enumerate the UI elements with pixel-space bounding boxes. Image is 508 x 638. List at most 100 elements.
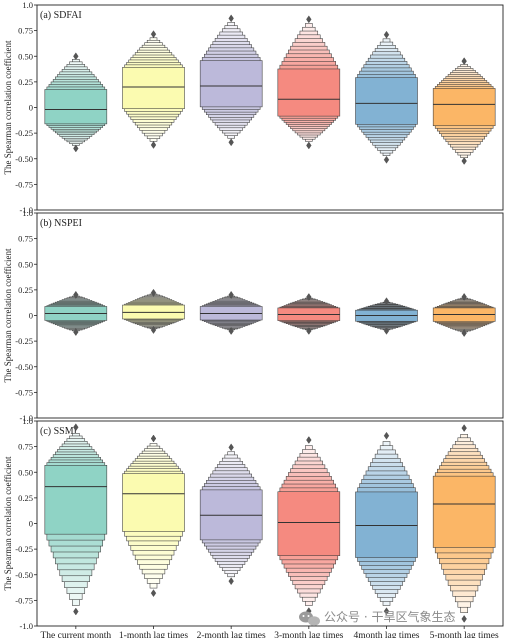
letter-value-box: [277, 68, 341, 117]
outlier-marker: [383, 607, 390, 616]
outlier-marker: [228, 14, 234, 23]
letter-value-series: [122, 434, 185, 598]
letter-value-series: [122, 288, 185, 334]
outlier-marker: [461, 292, 467, 301]
outlier-marker: [73, 144, 79, 153]
y-tick-label: -0.50: [15, 362, 33, 372]
y-axis-label: The Spearman correlation coefficient: [3, 456, 13, 591]
x-tick-label: 1-month lag times: [119, 631, 188, 638]
outlier-marker: [383, 297, 390, 306]
letter-value-series: [44, 52, 108, 153]
y-axis-label: The Spearman correlation coefficient: [3, 248, 13, 383]
letter-value-series: [277, 293, 341, 335]
outlier-marker: [461, 57, 467, 66]
letter-value-series: [199, 443, 263, 586]
y-tick-label: -0.50: [15, 570, 33, 580]
y-tick-label: 1.0: [22, 208, 33, 218]
outlier-marker: [150, 326, 157, 334]
letter-value-series: [44, 423, 108, 616]
letter-value-box: [44, 89, 108, 125]
letter-value-box: [432, 88, 496, 127]
outlier-marker: [150, 141, 157, 149]
y-tick-label: 0.25: [18, 77, 33, 87]
y-tick-label: 0.25: [18, 493, 33, 503]
outlier-marker: [461, 157, 467, 165]
letter-value-box: [199, 60, 263, 108]
y-tick-label: -0.75: [15, 387, 33, 397]
outlier-marker: [150, 589, 157, 598]
y-tick-label: -0.50: [15, 154, 33, 164]
outlier-marker: [383, 155, 390, 164]
panel-label: (a) SDFAI: [40, 10, 82, 21]
x-tick-label: The current month: [40, 631, 111, 638]
letter-value-series: [122, 30, 185, 149]
outlier-marker: [228, 290, 234, 299]
panel-label: (c) SSMI: [40, 426, 77, 437]
outlier-marker: [461, 424, 467, 433]
letter-value-series: [432, 424, 496, 623]
outlier-marker: [228, 443, 234, 452]
letter-value-series: [432, 292, 496, 338]
y-tick-label: -1.0: [20, 205, 33, 215]
outlier-marker: [461, 329, 467, 338]
outlier-marker: [306, 327, 312, 335]
letter-value-box: [355, 491, 418, 558]
x-tick-label: 3-month lag times: [274, 631, 343, 638]
letter-value-series: [199, 14, 263, 147]
y-tick-label: -0.75: [15, 595, 33, 605]
wechat-icon: [299, 611, 320, 626]
outlier-marker: [73, 607, 79, 616]
y-tick-label: 0.25: [18, 285, 33, 295]
y-tick-label: -0.75: [15, 179, 33, 189]
y-tick-label: 0: [29, 103, 33, 113]
letter-value-box: [122, 67, 185, 110]
outlier-marker: [73, 328, 79, 337]
outlier-marker: [73, 52, 79, 61]
y-tick-label: 0.75: [18, 26, 33, 36]
chart-panel: 1.0 0.75 0.50 0.25 0 -0.25 -0.50 -0.75 -1.0 The S…: [3, 0, 504, 215]
y-tick-label: -0.25: [15, 336, 33, 346]
y-tick-label: 1.0: [22, 416, 33, 426]
y-tick-label: 0.75: [18, 234, 33, 244]
y-tick-label: 1.0: [22, 0, 33, 10]
panel-label: (b) NSPEI: [40, 218, 82, 229]
outlier-marker: [306, 141, 312, 150]
y-tick-label: 0.75: [18, 442, 33, 452]
x-tick-label: 5-month lag times: [430, 631, 499, 638]
chart-panels: 1.0 0.75 0.50 0.25 0 -0.25 -0.50 -0.75 -1.0 The S…: [3, 0, 504, 631]
outlier-marker: [73, 290, 79, 299]
outlier-marker: [150, 288, 157, 297]
outlier-marker: [383, 326, 390, 335]
letter-value-series: [355, 297, 418, 335]
x-tick-labels: The current month 1-month lag times 2-mont…: [40, 626, 499, 638]
y-tick-label: 0.50: [18, 467, 33, 477]
outlier-marker: [228, 327, 234, 335]
outlier-marker: [306, 293, 312, 301]
watermark-text: 公众号 · 干旱区气象生态: [324, 609, 455, 624]
letter-value-series: [199, 290, 263, 335]
letter-value-series: [355, 30, 418, 164]
outlier-marker: [383, 431, 390, 440]
letter-value-series: [277, 436, 341, 616]
outlier-marker: [73, 423, 79, 432]
y-tick-label: 0.50: [18, 51, 33, 61]
letter-value-box: [432, 475, 496, 548]
y-axis-label: The Spearman correlation coefficient: [3, 40, 13, 175]
x-tick-label: 4month lag times: [354, 631, 420, 638]
watermark: 公众号 · 干旱区气象生态: [299, 609, 455, 626]
letter-value-series: [44, 290, 108, 337]
outlier-marker: [150, 434, 157, 443]
outlier-marker: [150, 30, 157, 39]
letter-value-box: [355, 77, 418, 125]
outlier-marker: [306, 436, 312, 444]
letter-value-box: [44, 465, 108, 535]
chart-panel: 1.0 0.75 0.50 0.25 0 -0.25 -0.50 -0.75 -1.0 The S…: [3, 416, 504, 631]
y-tick-label: -1.0: [20, 413, 33, 423]
letter-value-box: [122, 473, 185, 532]
letter-value-series: [355, 431, 418, 616]
y-tick-label: -0.25: [15, 544, 33, 554]
outlier-marker: [383, 30, 390, 39]
y-tick-label: 0: [29, 311, 33, 321]
chart-panel: 1.0 0.75 0.50 0.25 0 -0.25 -0.50 -0.75 -1.0 The S…: [3, 208, 504, 423]
